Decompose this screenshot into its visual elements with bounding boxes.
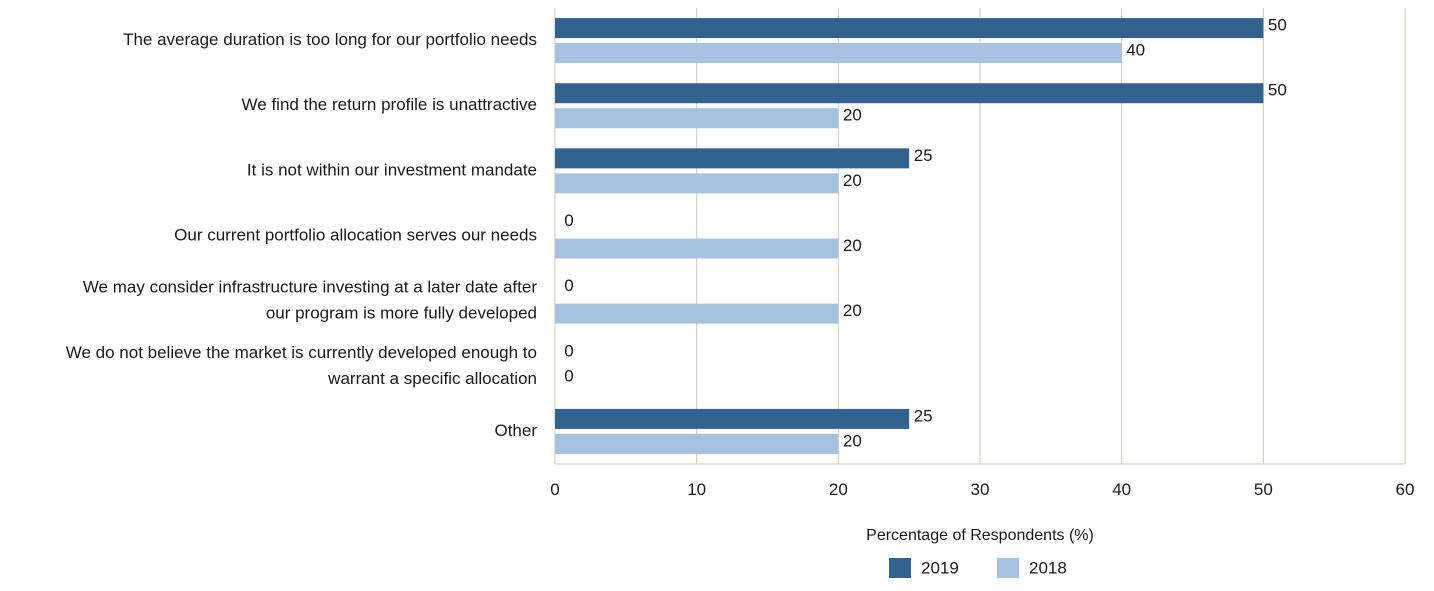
- category-label: We find the return profile is unattracti…: [242, 95, 537, 114]
- legend-swatch-2019: [889, 558, 911, 578]
- x-tick-labels: 0 10 20 30 40 50 60: [550, 480, 1414, 499]
- value-label-2019: 25: [914, 406, 933, 425]
- value-label-2018: 40: [1126, 41, 1145, 60]
- bars: [555, 18, 1263, 454]
- x-tick-label: 20: [829, 480, 848, 499]
- value-label-2019: 25: [914, 146, 933, 165]
- bar-2018: [555, 43, 1122, 63]
- x-axis-title: Percentage of Respondents (%): [866, 527, 1094, 544]
- category-label: We may consider infrastructure investing…: [83, 278, 538, 297]
- category-label: Our current portfolio allocation serves …: [174, 225, 537, 244]
- value-label-2019: 50: [1268, 16, 1287, 35]
- category-label: We do not believe the market is currentl…: [66, 343, 537, 362]
- value-label-2018: 20: [843, 106, 862, 125]
- value-label-2019: 0: [564, 276, 573, 295]
- x-tick-label: 10: [687, 480, 706, 499]
- legend-label-2019: 2019: [921, 558, 959, 577]
- bar-2018: [555, 239, 838, 259]
- gridlines: [555, 8, 1405, 464]
- category-label: our program is more fully developed: [266, 304, 537, 323]
- legend: 2019 2018: [889, 558, 1067, 578]
- bar-2018: [555, 434, 838, 454]
- bar-2018: [555, 173, 838, 193]
- legend-swatch-2018: [997, 558, 1019, 578]
- bar-2019: [555, 148, 909, 168]
- bar-2019: [555, 18, 1263, 38]
- bar-2018: [555, 304, 838, 324]
- legend-label-2018: 2018: [1029, 558, 1067, 577]
- category-labels: The average duration is too long for our…: [66, 30, 538, 440]
- value-label-2018: 20: [843, 301, 862, 320]
- x-tick-label: 0: [550, 480, 559, 499]
- value-label-2019: 0: [564, 211, 573, 230]
- category-label: It is not within our investment mandate: [247, 160, 537, 179]
- x-tick-label: 40: [1112, 480, 1131, 499]
- bar-2019: [555, 83, 1263, 103]
- value-label-2018: 20: [843, 431, 862, 450]
- value-labels: 50 40 50 20 25 20 0 20 0 20 0 0 25 20: [564, 16, 1287, 451]
- category-label: Other: [494, 421, 537, 440]
- value-label-2018: 20: [843, 236, 862, 255]
- x-tick-label: 50: [1254, 480, 1273, 499]
- x-tick-label: 30: [971, 480, 990, 499]
- value-label-2018: 0: [564, 366, 573, 385]
- value-label-2019: 0: [564, 341, 573, 360]
- category-label: The average duration is too long for our…: [123, 30, 537, 49]
- bar-2019: [555, 409, 909, 429]
- value-label-2018: 20: [843, 171, 862, 190]
- bar-2018: [555, 108, 838, 128]
- x-tick-label: 60: [1396, 480, 1415, 499]
- category-label: warrant a specific allocation: [327, 369, 537, 388]
- value-label-2019: 50: [1268, 81, 1287, 100]
